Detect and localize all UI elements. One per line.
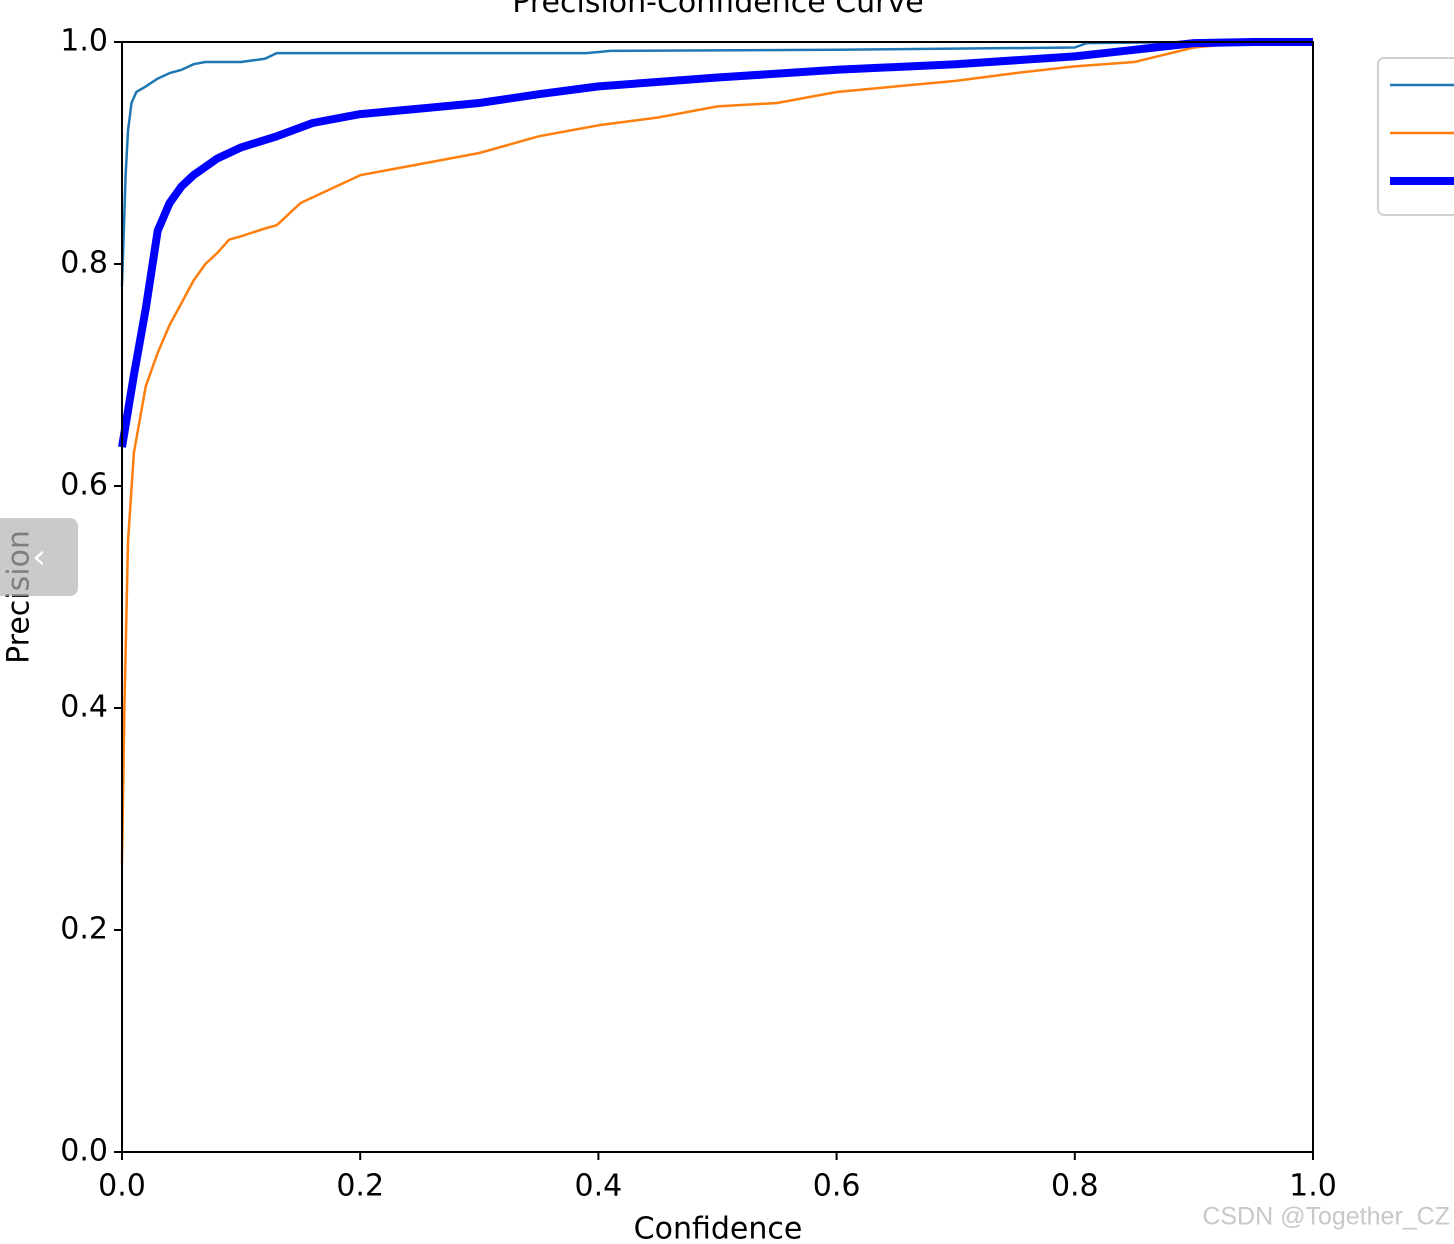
x-tick-label: 0.6 bbox=[813, 1169, 861, 1204]
precision-curve bbox=[120, 40, 1313, 287]
y-tick-label: 0.4 bbox=[60, 690, 108, 725]
y-tick-label: 0.0 bbox=[60, 1134, 108, 1169]
precision-curve bbox=[118, 38, 1313, 448]
legend-box bbox=[1377, 57, 1454, 216]
y-tick-label: 0.8 bbox=[60, 246, 108, 281]
x-tick-label: 0.8 bbox=[1051, 1169, 1099, 1204]
plot-frame bbox=[121, 41, 1314, 1153]
y-tick-label: 1.0 bbox=[60, 24, 108, 59]
chart-title: Precision-Confidence Curve bbox=[512, 0, 923, 20]
y-tick-label: 0.2 bbox=[60, 912, 108, 947]
x-tick-label: 0.2 bbox=[336, 1169, 384, 1204]
x-tick-label: 0.4 bbox=[575, 1169, 623, 1204]
collapse-button[interactable]: ‹ bbox=[0, 518, 78, 596]
precision-curve bbox=[120, 40, 1313, 864]
x-axis-label: Confidence bbox=[634, 1212, 803, 1244]
x-tick-label: 1.0 bbox=[1289, 1169, 1337, 1204]
y-tick-label: 0.6 bbox=[60, 468, 108, 503]
x-tick-label: 0.0 bbox=[98, 1169, 146, 1204]
watermark: CSDN @Together_CZ bbox=[1202, 1203, 1450, 1231]
